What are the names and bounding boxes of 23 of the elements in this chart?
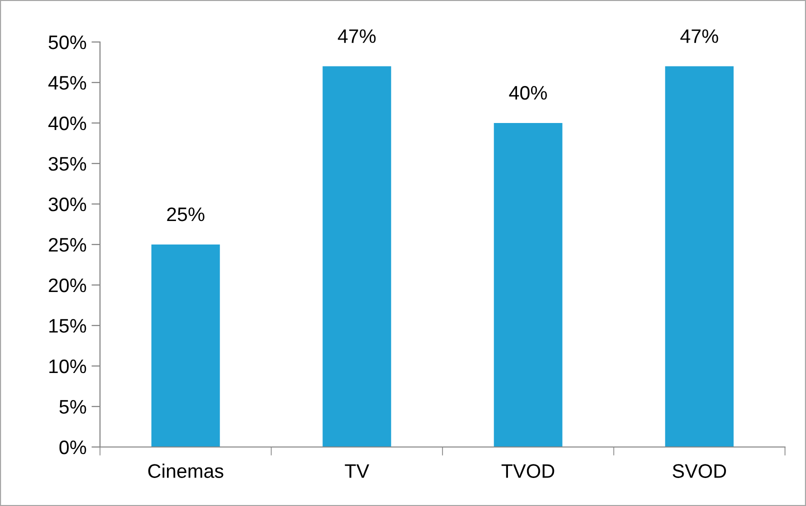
data-label: 47% (680, 29, 718, 43)
data-label: 47% (338, 29, 376, 43)
y-tick-label: 50% (48, 35, 86, 50)
y-tick-label: 20% (48, 278, 86, 292)
y-tick-label: 45% (48, 76, 86, 90)
y-tick-label: 10% (49, 359, 86, 374)
x-tick-label: Cinemas (148, 464, 224, 478)
data-label: 25% (167, 207, 204, 222)
data-label: 40% (509, 86, 547, 100)
y-tick-label: 40% (48, 116, 86, 130)
x-tick-label: TVOD (502, 464, 554, 478)
y-tick-label: 35% (48, 156, 86, 171)
y-tick-label: 5% (59, 400, 86, 414)
x-tick-label: TV (344, 464, 370, 478)
bar (151, 244, 220, 447)
bar (494, 123, 562, 447)
bar (322, 66, 392, 447)
y-tick-label: 30% (48, 197, 86, 212)
x-tick-label: SVOD (672, 464, 726, 478)
bar (665, 66, 734, 447)
y-tick-label: 25% (48, 238, 86, 252)
y-tick-label: 0% (59, 440, 86, 454)
y-tick-label: 15% (49, 319, 86, 333)
